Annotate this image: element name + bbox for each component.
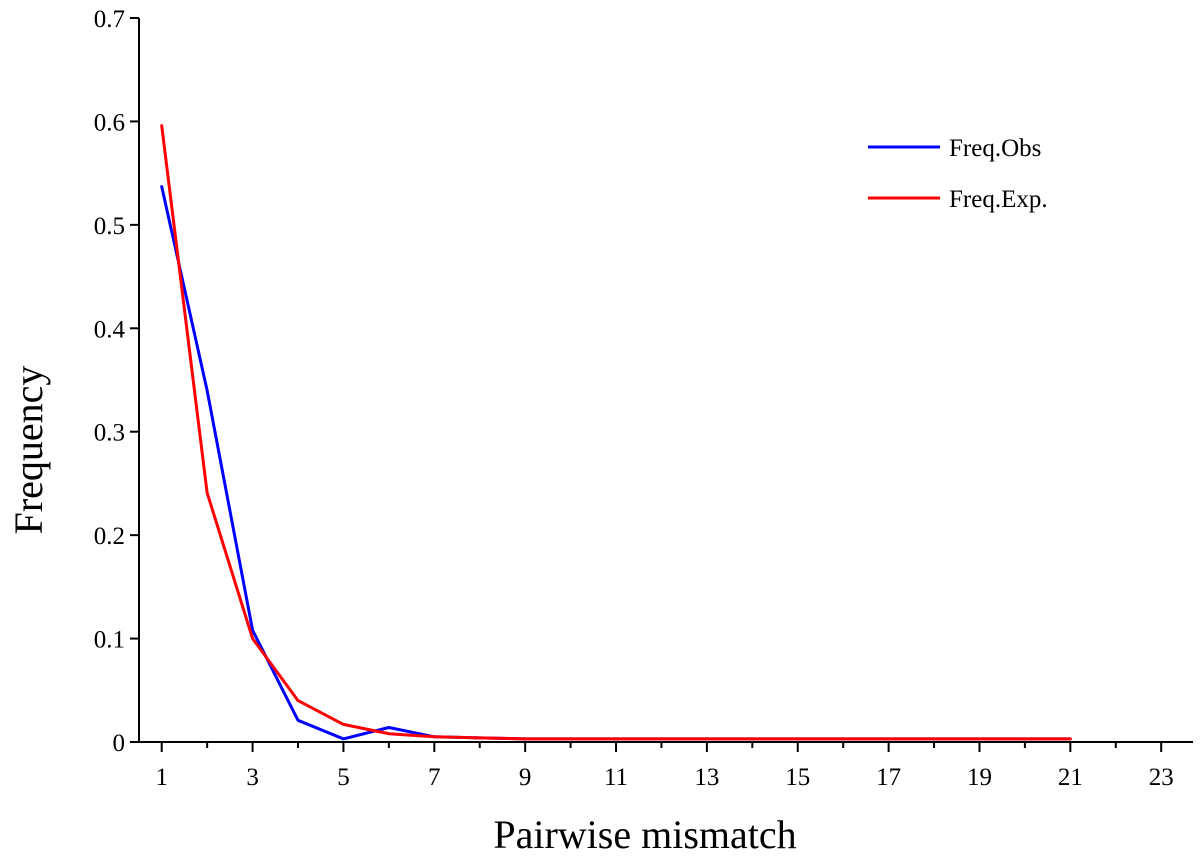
y-ticks: 0 0.1 0.2 0.3 0.4 0.5 0.6 0.7 <box>94 6 139 757</box>
legend-label: Freq.Obs <box>949 135 1041 162</box>
y-tick-label: 0.5 <box>94 213 125 240</box>
x-tick-label: 15 <box>785 764 810 791</box>
series-line-freq-exp <box>160 124 1072 741</box>
y-tick-label: 0.3 <box>94 420 125 447</box>
x-tick-label: 11 <box>604 764 628 791</box>
x-tick-label: 7 <box>428 764 441 791</box>
y-tick-label: 0.4 <box>94 316 126 343</box>
series-layer <box>160 124 1072 741</box>
x-tick-label: 1 <box>155 764 168 791</box>
x-tick-label: 5 <box>337 764 350 791</box>
x-tick-label: 23 <box>1149 764 1174 791</box>
y-axis-title: Frequency <box>6 366 51 535</box>
x-tick-label: 13 <box>694 764 719 791</box>
x-tick-label: 19 <box>967 764 992 791</box>
legend: Freq.Obs Freq.Exp. <box>868 135 1048 213</box>
x-tick-label: 3 <box>246 764 259 791</box>
y-tick-label: 0 <box>113 730 126 757</box>
y-tick-label: 0.2 <box>94 523 125 550</box>
y-tick-label: 0.7 <box>94 6 125 33</box>
x-tick-label: 21 <box>1058 764 1083 791</box>
axes <box>138 18 1193 743</box>
series-line-freq-obs <box>160 185 1072 741</box>
y-tick-label: 0.6 <box>94 109 125 136</box>
x-tick-label: 9 <box>519 764 532 791</box>
x-ticks: 1 3 5 7 9 11 13 15 17 19 21 23 <box>155 742 1174 791</box>
x-tick-label: 17 <box>876 764 901 791</box>
y-tick-label: 0.1 <box>94 627 125 654</box>
legend-label: Freq.Exp. <box>949 186 1048 213</box>
x-axis-title: Pairwise mismatch <box>493 812 796 857</box>
